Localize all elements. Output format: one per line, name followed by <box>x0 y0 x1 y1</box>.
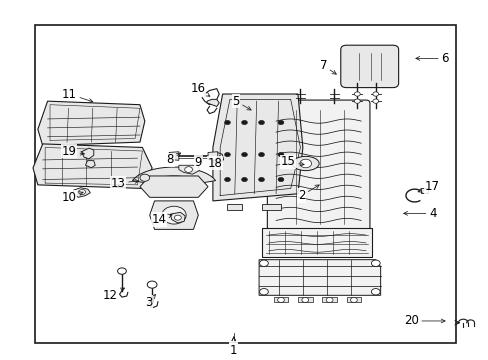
Circle shape <box>241 152 247 157</box>
Text: 6: 6 <box>415 52 448 65</box>
Circle shape <box>241 120 247 125</box>
Text: 17: 17 <box>417 180 439 193</box>
Text: 10: 10 <box>62 191 83 204</box>
Text: 11: 11 <box>61 87 93 102</box>
Circle shape <box>174 215 181 220</box>
Circle shape <box>371 288 379 295</box>
Circle shape <box>258 152 264 157</box>
Circle shape <box>372 92 378 96</box>
Circle shape <box>241 177 247 182</box>
Text: 8: 8 <box>166 153 181 166</box>
Text: 18: 18 <box>207 156 223 170</box>
Polygon shape <box>297 297 312 302</box>
FancyBboxPatch shape <box>340 45 398 87</box>
Circle shape <box>224 152 230 157</box>
Text: 1: 1 <box>229 337 237 355</box>
Circle shape <box>258 120 264 125</box>
Polygon shape <box>346 297 361 302</box>
Polygon shape <box>149 201 198 229</box>
Polygon shape <box>259 260 380 295</box>
Circle shape <box>350 297 357 302</box>
Circle shape <box>140 174 149 181</box>
Text: 9: 9 <box>194 155 203 169</box>
Text: 1: 1 <box>229 344 237 357</box>
Polygon shape <box>81 148 94 159</box>
Polygon shape <box>212 158 221 161</box>
Circle shape <box>299 159 311 168</box>
Text: 20: 20 <box>403 314 444 328</box>
Circle shape <box>258 177 264 182</box>
Text: 12: 12 <box>103 288 124 302</box>
Circle shape <box>147 281 157 288</box>
Polygon shape <box>169 152 179 160</box>
Circle shape <box>259 288 268 295</box>
Polygon shape <box>212 94 302 201</box>
Text: 14: 14 <box>151 213 172 226</box>
Circle shape <box>372 99 378 103</box>
Polygon shape <box>261 204 281 210</box>
Polygon shape <box>85 161 95 168</box>
FancyBboxPatch shape <box>267 100 369 234</box>
Polygon shape <box>206 99 219 107</box>
Text: 15: 15 <box>280 155 304 168</box>
Polygon shape <box>33 144 152 188</box>
Text: 19: 19 <box>61 144 84 158</box>
Circle shape <box>224 177 230 182</box>
Polygon shape <box>227 204 242 210</box>
Polygon shape <box>170 212 185 223</box>
Polygon shape <box>273 297 287 302</box>
Text: 3: 3 <box>144 294 155 309</box>
Circle shape <box>259 260 268 266</box>
Polygon shape <box>132 167 215 183</box>
Circle shape <box>224 120 230 125</box>
Text: 4: 4 <box>403 207 436 220</box>
Circle shape <box>277 297 284 302</box>
Circle shape <box>278 177 284 182</box>
Text: 13: 13 <box>110 177 139 190</box>
Ellipse shape <box>292 156 319 171</box>
Bar <box>35 24 455 343</box>
Text: 16: 16 <box>190 82 209 96</box>
Polygon shape <box>322 297 336 302</box>
Text: 7: 7 <box>319 59 336 74</box>
Circle shape <box>354 92 360 96</box>
Circle shape <box>117 268 126 274</box>
Circle shape <box>325 297 332 302</box>
Text: 5: 5 <box>232 95 250 110</box>
Circle shape <box>371 260 379 266</box>
Circle shape <box>301 297 308 302</box>
Text: 2: 2 <box>297 185 319 202</box>
Polygon shape <box>140 176 207 197</box>
Circle shape <box>354 99 360 103</box>
Circle shape <box>278 120 284 125</box>
Polygon shape <box>73 188 90 197</box>
Circle shape <box>278 152 284 157</box>
Polygon shape <box>420 188 427 193</box>
Circle shape <box>184 167 192 172</box>
FancyBboxPatch shape <box>262 228 372 257</box>
Polygon shape <box>38 101 144 146</box>
Circle shape <box>162 206 186 224</box>
Polygon shape <box>207 152 217 160</box>
Circle shape <box>79 189 85 194</box>
Polygon shape <box>179 165 199 174</box>
